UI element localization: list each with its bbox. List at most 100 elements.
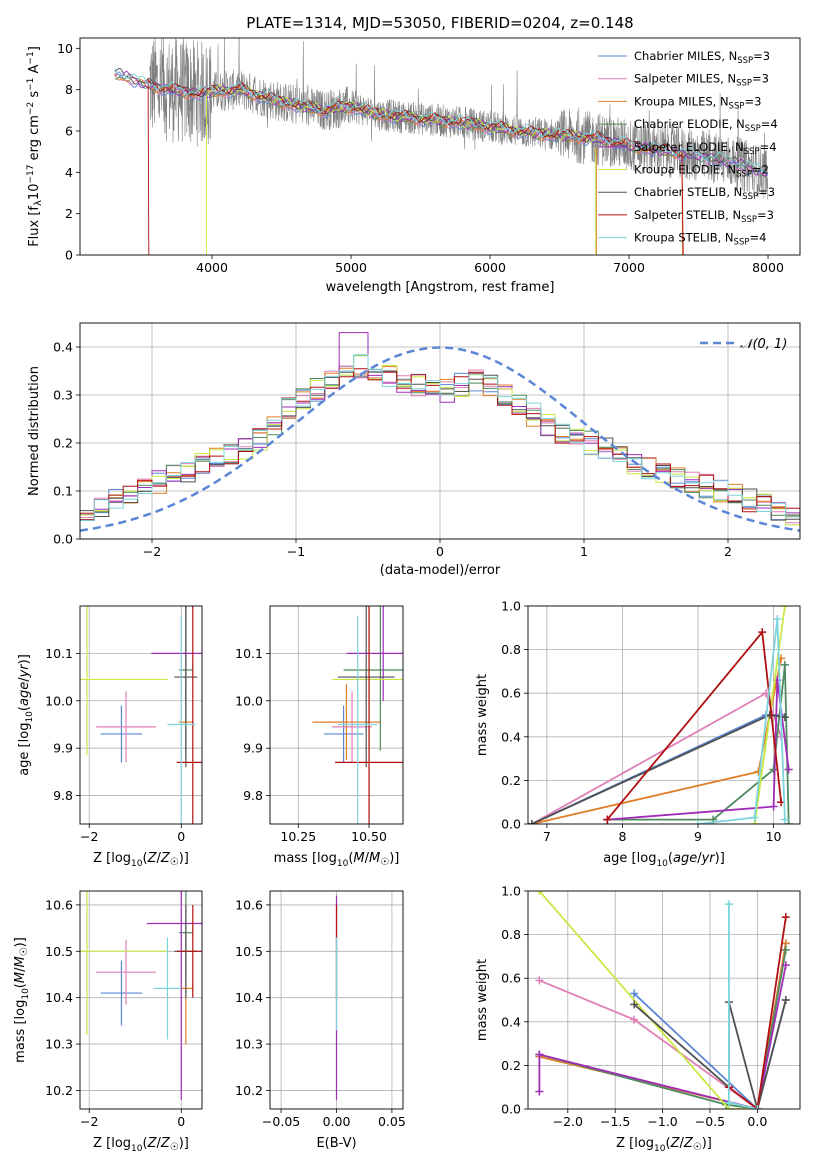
model-spectrum-salpeter-stelib	[147, 77, 684, 255]
legend-label-kroupa-elodie: Kroupa ELODIE, NSSP=2	[634, 163, 769, 180]
mass-vs-EBV-xlabel: E(B-V)	[316, 1136, 356, 1151]
spectrum-ytick-label: 6	[65, 124, 73, 139]
residuals-frame	[79, 322, 801, 540]
mass-vs-EBV-ytick-label: 10.4	[235, 990, 263, 1005]
mass-weight-vs-Z-ytick-label: 0.4	[501, 1014, 521, 1029]
legend-label-normal: 𝒩(0, 1)	[740, 337, 787, 352]
residuals-ytick-label: 0.1	[53, 484, 73, 499]
residuals-ylabel: Normed distribution	[27, 366, 42, 496]
spectrum-ytick-label: 10	[57, 41, 73, 56]
spectrum-xtick-label: 7000	[613, 260, 645, 275]
legend-label-salpeter-stelib: Salpeter STELIB, NSSP=3	[634, 208, 774, 225]
residuals-xtick-label: 2	[724, 544, 732, 559]
mass-weight-vs-Z-ytick-label: 0.8	[501, 927, 521, 942]
mass-vs-Z-ylabel: mass [log10(M/M☉)]	[13, 937, 31, 1063]
legend-label-chabrier-miles: Chabrier MILES, NSSP=3	[634, 49, 770, 66]
model-spectrum-kroupa-elodie	[206, 84, 596, 255]
mass-weight-marker-kroupa-elodie	[535, 891, 544, 895]
age-vs-Z-frame	[79, 605, 203, 825]
residuals-xtick-label: −1	[287, 544, 305, 559]
mass-vs-Z-xlabel: Z [log10(Z/Z☉)]	[93, 1136, 189, 1154]
age-vs-mass-ytick-label: 9.9	[243, 741, 263, 756]
mass-weight-marker-chabrier-miles	[630, 989, 639, 998]
mass-weight-marker-chabrier-stelib	[630, 1000, 639, 1009]
age-vs-Z-ytick-label: 9.9	[53, 741, 73, 756]
age-vs-mass-plot-area	[312, 606, 403, 824]
age-vs-Z-xlabel: Z [log10(Z/Z☉)]	[93, 851, 189, 869]
mass-vs-Z-ytick-label: 10.5	[45, 944, 73, 959]
mass-weight-vs-Z-ytick-label: 0.6	[501, 971, 521, 986]
legend-label-salpeter-elodie: Salpeter ELODIE, NSSP=4	[634, 140, 777, 157]
mass-vs-EBV-ytick-label: 10.6	[235, 897, 263, 912]
mass-weight-marker-chabrier-elodie	[781, 945, 790, 954]
mass-weight-line-kroupa-elodie	[538, 891, 758, 1109]
mass-weight-marker-kroupa-elodie	[780, 606, 789, 610]
mass-weight-vs-age-xtick-label: 10	[766, 829, 782, 844]
mass-weight-marker-kroupa-stelib	[773, 615, 782, 624]
mass-weight-marker-kroupa-stelib	[694, 820, 702, 824]
spectrum-xtick-label: 6000	[474, 260, 506, 275]
mass-vs-Z-ytick-label: 10.3	[45, 1037, 73, 1052]
mass-weight-vs-age-xtick-label: 9	[694, 829, 702, 844]
mass-weight-vs-age-xlabel: age [log10(age/yr)]	[603, 851, 725, 869]
mass-weight-marker-chabrier-elodie	[784, 820, 793, 824]
mass-weight-vs-Z-xlabel: Z [log10(Z/Z☉)]	[616, 1136, 712, 1154]
spectrum-xtick-label: 4000	[196, 260, 228, 275]
mass-weight-vs-age-ytick-label: 0.0	[501, 817, 521, 832]
histogram-kroupa-stelib	[80, 354, 800, 521]
mass-vs-EBV-frame	[269, 890, 404, 1110]
legend-label-kroupa-stelib: Kroupa STELIB, NSSP=4	[634, 231, 766, 248]
age-vs-Z-ytick-label: 9.8	[53, 788, 73, 803]
age-vs-Z-xtick-label: 0	[177, 829, 185, 844]
legend-label-kroupa-miles: Kroupa MILES, NSSP=3	[634, 94, 761, 111]
age-vs-Z-ylabel: age [log10(age/yr)]	[17, 654, 35, 776]
mass-weight-vs-Z-xtick-label: −0.5	[695, 1114, 725, 1129]
spectrum-ytick-label: 2	[65, 206, 73, 221]
mass-weight-vs-Z-plot-area	[535, 891, 790, 1109]
age-vs-Z-ytick-label: 10.0	[45, 693, 73, 708]
age-vs-Z-plot-area	[80, 606, 202, 824]
legend-label-salpeter-miles: Salpeter MILES, NSSP=3	[634, 72, 769, 89]
mass-vs-EBV-ytick-label: 10.5	[235, 944, 263, 959]
mass-weight-line-salpeter-elodie	[538, 964, 787, 1109]
mass-vs-Z-ytick-label: 10.4	[45, 990, 73, 1005]
mass-weight-marker-kroupa-stelib	[724, 1098, 733, 1107]
spectrum-ytick-label: 8	[65, 82, 73, 97]
mass-weight-vs-age-ylabel: mass weight	[475, 674, 490, 756]
mass-weight-vs-Z-xtick-label: 0.0	[747, 1114, 767, 1129]
age-vs-mass-ytick-label: 10.1	[235, 646, 263, 661]
mass-weight-marker-salpeter-elodie	[535, 1087, 544, 1096]
mass-vs-Z-plot-area	[80, 891, 202, 1100]
age-vs-mass-ytick-label: 9.8	[243, 788, 263, 803]
mass-weight-vs-age-ytick-label: 0.8	[501, 642, 521, 657]
mass-weight-marker-salpeter-stelib	[758, 628, 767, 637]
residuals-legend: 𝒩(0, 1)	[700, 337, 787, 352]
residuals-ytick-label: 0.2	[53, 436, 73, 451]
spectrum-ytick-label: 4	[65, 165, 73, 180]
mass-weight-vs-age-ytick-label: 0.6	[501, 686, 521, 701]
mass-weight-vs-Z-ytick-label: 0.0	[501, 1102, 521, 1117]
mass-weight-vs-age-ytick-label: 1.0	[501, 599, 521, 614]
spectrum-legend: Chabrier MILES, NSSP=3 Salpeter MILES, NS…	[598, 49, 778, 248]
mass-weight-marker-salpeter-elodie	[781, 961, 790, 970]
mass-vs-EBV-ytick-label: 10.3	[235, 1037, 263, 1052]
mass-vs-EBV-xtick-label: −0.05	[262, 1114, 300, 1129]
mass-weight-marker-chabrier-elodie	[780, 660, 789, 669]
residuals-plot-area	[80, 332, 800, 532]
normal-curve	[80, 346, 800, 532]
mass-weight-vs-Z-xtick-label: −2.0	[553, 1114, 583, 1129]
spectrum-ytick-label: 0	[65, 248, 73, 263]
mass-weight-vs-age-xtick-label: 8	[618, 829, 626, 844]
spectrum-xlabel: wavelength [Angstrom, rest frame]	[326, 280, 555, 295]
mass-weight-marker-chabrier-stelib	[781, 996, 790, 1004]
model-spectrum-salpeter-elodie	[114, 71, 768, 177]
mass-vs-EBV-ytick-label: 10.2	[235, 1083, 263, 1098]
mass-weight-vs-age-ytick-label: 0.4	[501, 729, 521, 744]
mass-weight-marker-salpeter-stelib	[781, 913, 790, 922]
mass-vs-EBV-xtick-label: 0.00	[323, 1114, 351, 1129]
spectrum-plot-area	[114, 38, 769, 255]
mass-weight-marker-salpeter-elodie	[784, 765, 793, 774]
mass-weight-marker-kroupa-stelib	[753, 1105, 762, 1109]
residuals-xlabel: (data-model)/error	[380, 563, 501, 578]
mass-weight-marker-kroupa-stelib	[724, 900, 733, 909]
